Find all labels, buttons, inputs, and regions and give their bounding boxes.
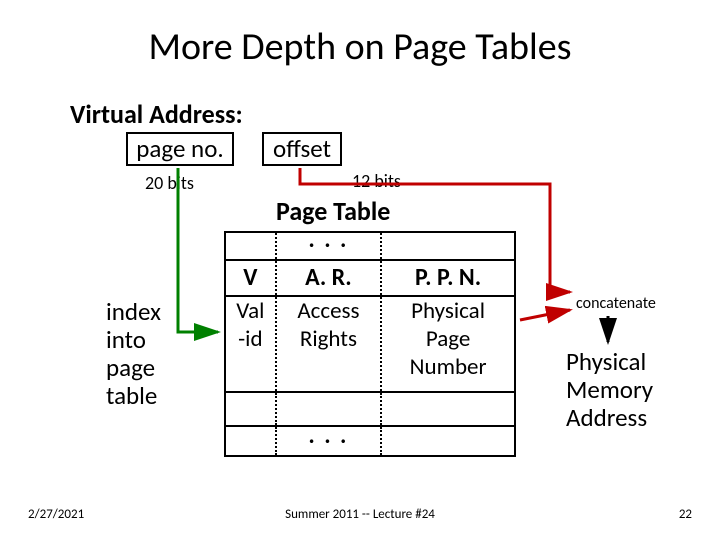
col-body-v: Val -id — [225, 296, 276, 392]
offset-bits-label: 12 bits — [352, 170, 401, 192]
concatenate-label: concatenate — [576, 294, 656, 313]
arrow-ppn-to-concat — [520, 310, 570, 320]
slide-title: More Depth on Page Tables — [0, 24, 720, 70]
page-table: . . . V A. R. P. P. N. Val -id Access Ri… — [224, 231, 516, 457]
col-body-ppn: Physical Page Number — [381, 296, 515, 392]
col-body-ar: Access Rights — [276, 296, 381, 392]
bottom-dots: . . . — [276, 426, 381, 456]
footer-page-number: 22 — [679, 507, 692, 522]
col-header-v: V — [225, 260, 276, 296]
physical-memory-address-label: Physical Memory Address — [566, 348, 653, 432]
page-no-box: page no. — [126, 132, 234, 166]
virtual-address-label: Virtual Address: — [70, 98, 243, 130]
page-table-title: Page Table — [276, 195, 390, 227]
col-header-ppn: P. P. N. — [381, 260, 515, 296]
page-bits-label: 20 bits — [145, 172, 194, 194]
top-dots: . . . — [276, 232, 381, 260]
index-label: index into page table — [106, 298, 161, 410]
offset-box: offset — [262, 132, 342, 166]
footer-center: Summer 2011 -- Lecture #24 — [0, 507, 720, 522]
col-header-ar: A. R. — [276, 260, 381, 296]
